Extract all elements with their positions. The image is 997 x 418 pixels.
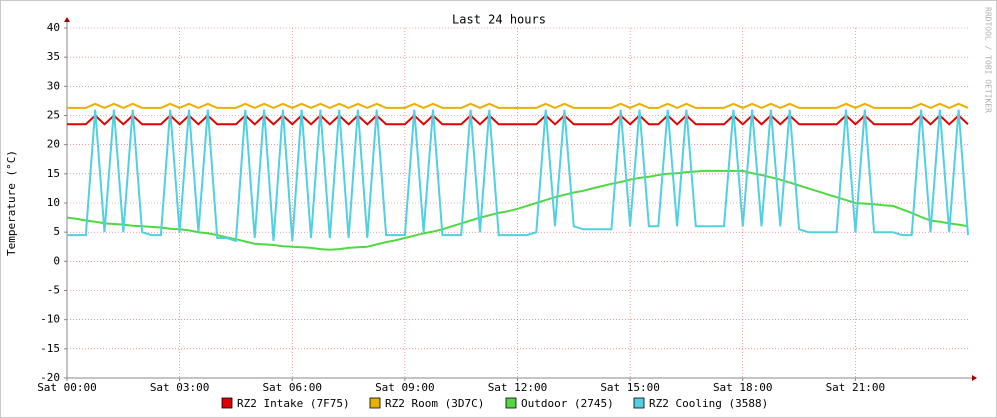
y-tick-label: 35 — [47, 50, 60, 63]
legend-label: Outdoor (2745) — [521, 397, 614, 410]
y-tick-label: -10 — [40, 313, 60, 326]
x-tick-label: Sat 09:00 — [375, 381, 435, 394]
legend-swatch — [633, 397, 645, 409]
x-tick-label: Sat 12:00 — [488, 381, 548, 394]
y-tick-label: 30 — [47, 79, 60, 92]
y-tick-label: -20 — [40, 371, 60, 384]
legend-swatch — [221, 397, 233, 409]
y-tick-label: 10 — [47, 196, 60, 209]
y-tick-label: 0 — [53, 254, 60, 267]
x-tick-label: Sat 21:00 — [826, 381, 886, 394]
y-tick-label: 40 — [47, 21, 60, 34]
legend-label: RZ2 Room (3D7C) — [385, 397, 484, 410]
axis-arrow — [972, 375, 977, 381]
series-line — [67, 114, 969, 126]
x-tick-label: Sat 15:00 — [600, 381, 660, 394]
y-tick-label: 15 — [47, 167, 60, 180]
y-axis-label: Temperature (°C) — [5, 150, 18, 256]
legend-label: RZ2 Cooling (3588) — [649, 397, 768, 410]
y-tick-label: -5 — [47, 284, 60, 297]
x-tick-label: Sat 00:00 — [37, 381, 97, 394]
series-line — [67, 102, 969, 109]
watermark: RRDTOOL / TOBI OETIKER — [984, 7, 993, 113]
x-tick-label: Sat 18:00 — [713, 381, 773, 394]
y-tick-label: 5 — [53, 225, 60, 238]
axis-arrow — [64, 17, 70, 22]
legend-swatch — [369, 397, 381, 409]
chart-title: Last 24 hours — [452, 13, 546, 27]
series-line — [67, 109, 969, 243]
y-tick-label: 25 — [47, 109, 60, 122]
x-tick-label: Sat 03:00 — [150, 381, 210, 394]
y-tick-label: -15 — [40, 342, 60, 355]
x-tick-label: Sat 06:00 — [262, 381, 322, 394]
legend-swatch — [505, 397, 517, 409]
legend-label: RZ2 Intake (7F75) — [237, 397, 350, 410]
y-tick-label: 20 — [47, 138, 60, 151]
